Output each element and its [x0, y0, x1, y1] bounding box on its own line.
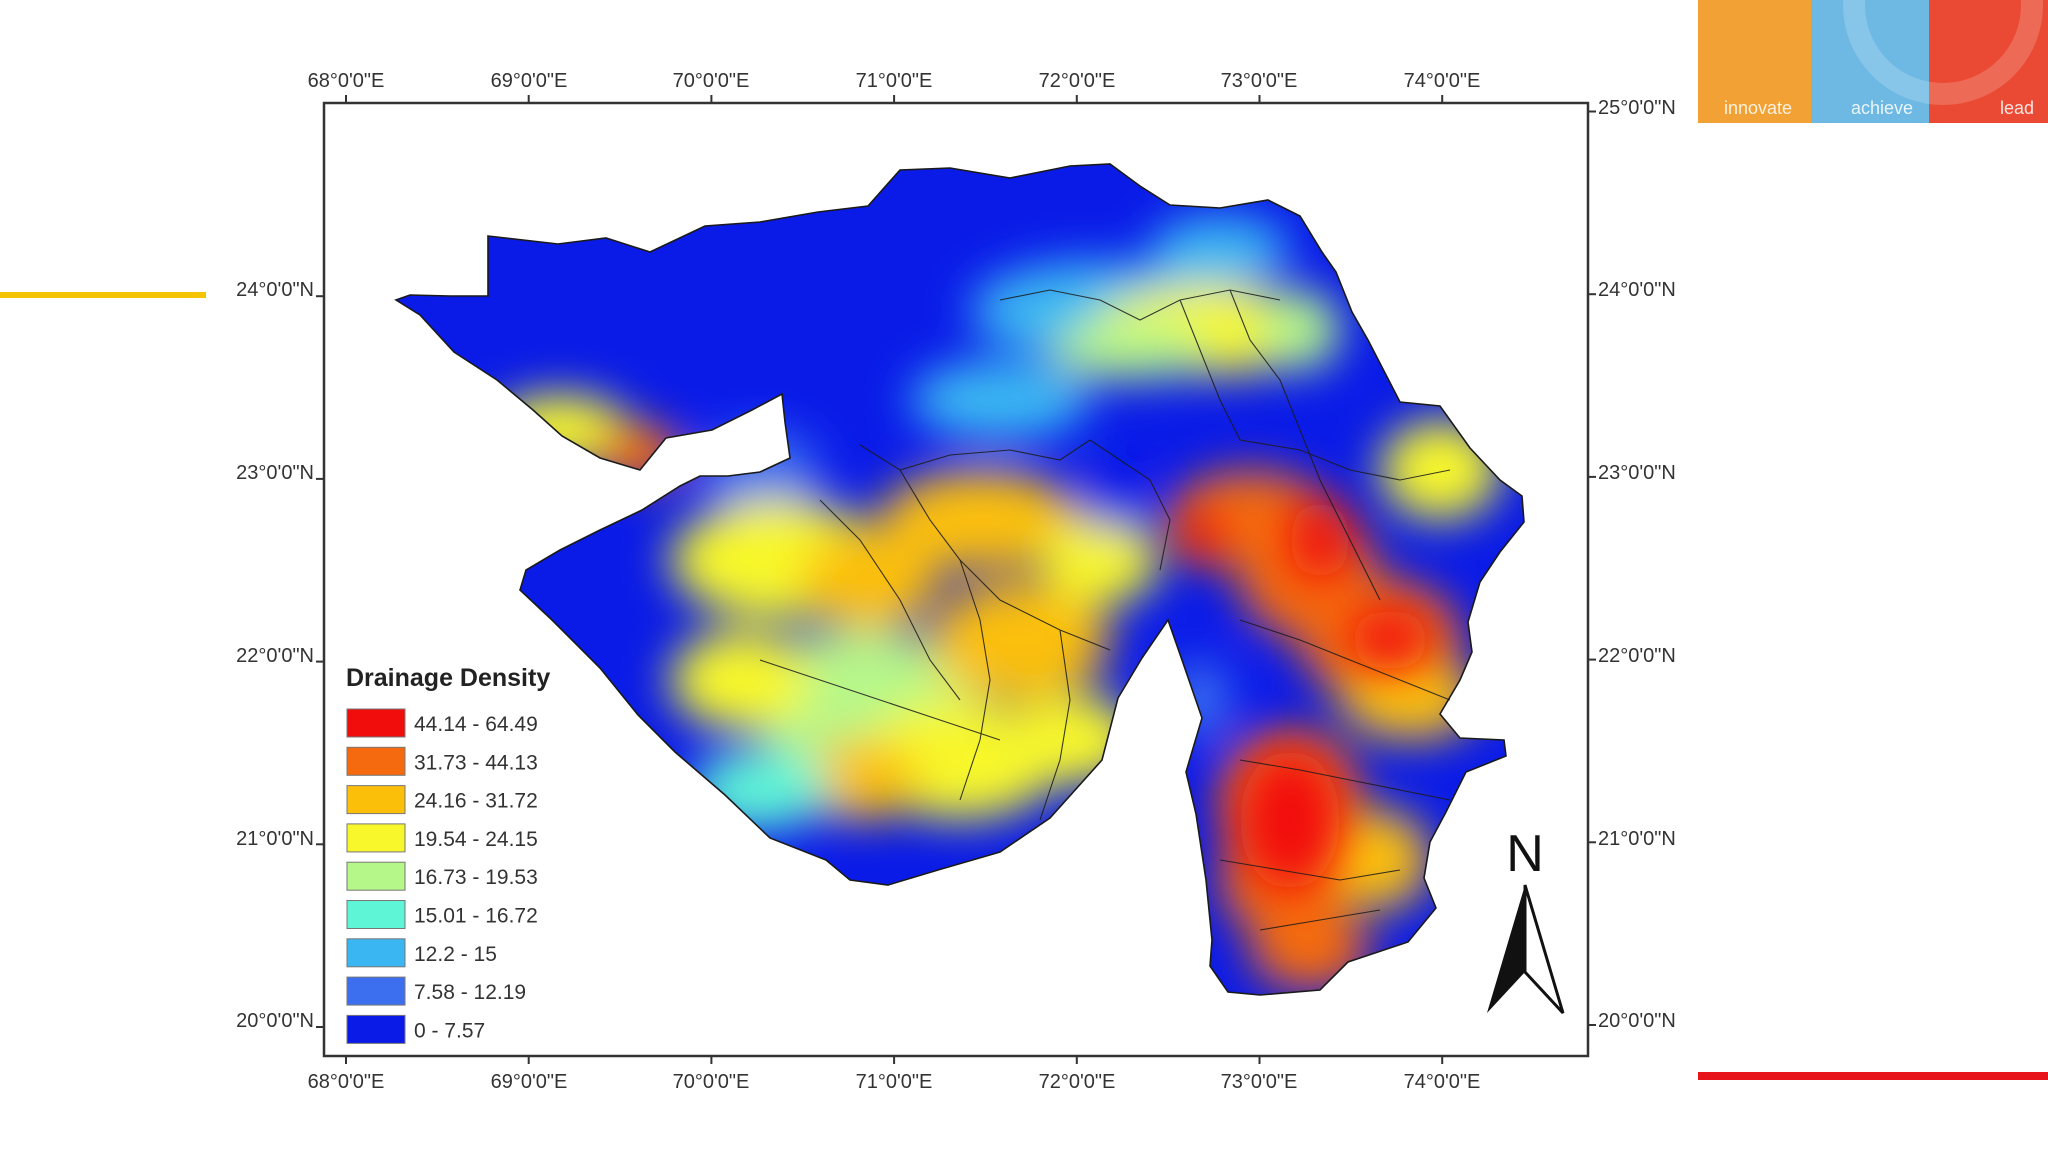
right-tick-label: 20°0'0"N [1598, 1010, 1676, 1032]
bottom-axis-ticks: 68°0'0"E 69°0'0"E 70°0'0"E 71°0'0"E 72°0… [308, 1071, 1481, 1093]
bottom-tick-label: 68°0'0"E [308, 1071, 385, 1093]
map-frame [322, 101, 1590, 1058]
left-tick-label: 24°0'0"N [236, 279, 314, 301]
right-axis-ticks: 25°0'0"N 24°0'0"N 23°0'0"N 22°0'0"N 21°0… [1598, 97, 1676, 1032]
legend-swatch [346, 938, 406, 968]
north-arrow-right-half [1523, 884, 1565, 1015]
legend-title: Drainage Density [346, 664, 550, 692]
bottom-tick-label: 70°0'0"E [673, 1071, 750, 1093]
left-tick-label: 22°0'0"N [236, 645, 314, 667]
left-tick-label: 21°0'0"N [236, 828, 314, 850]
bottom-tick-label: 71°0'0"E [856, 1071, 933, 1093]
right-tick-label: 23°0'0"N [1598, 462, 1676, 484]
legend-label: 15.01 - 16.72 [414, 905, 538, 928]
legend-label: 7.58 - 12.19 [414, 981, 526, 1004]
legend-swatch [346, 823, 406, 853]
brand-word-achieve: achieve [1851, 98, 1914, 118]
legend-swatch [346, 976, 406, 1006]
legend-items: 44.14 - 64.49 31.73 - 44.13 24.16 - 31.72 1… [346, 708, 538, 1044]
brand-word-lead: lead [1999, 98, 2034, 118]
top-tick-label: 74°0'0"E [1404, 70, 1481, 92]
bottom-tick-label: 74°0'0"E [1404, 1071, 1481, 1093]
right-tick-label: 21°0'0"N [1598, 828, 1676, 850]
bottom-tick-label: 69°0'0"E [491, 1071, 568, 1093]
left-tick-label: 20°0'0"N [236, 1010, 314, 1032]
north-arrow: N [1487, 825, 1565, 1015]
right-tick-label: 22°0'0"N [1598, 645, 1676, 667]
brand-tile-innovate: innovate [1698, 0, 1811, 123]
left-axis-ticks: 24°0'0"N 23°0'0"N 22°0'0"N 21°0'0"N 20°0… [236, 279, 314, 1032]
state-outline [394, 163, 1525, 996]
district-boundaries [759, 289, 1451, 931]
legend-swatch [346, 708, 406, 738]
brand-banner: innovate achieve lead [1698, 0, 2048, 123]
left-tick-label: 23°0'0"N [236, 462, 314, 484]
bottom-tick-label: 72°0'0"E [1039, 1071, 1116, 1093]
legend-swatch [346, 1014, 406, 1044]
yellow-accent-line [0, 292, 206, 298]
top-tick-label: 73°0'0"E [1221, 70, 1298, 92]
legend-label: 44.14 - 64.49 [414, 713, 538, 736]
top-tick-label: 68°0'0"E [308, 70, 385, 92]
legend-label: 19.54 - 24.15 [414, 828, 538, 851]
red-accent-line [1698, 1072, 2048, 1080]
legend-swatch [346, 861, 406, 891]
legend-swatch [346, 746, 406, 776]
bottom-tick-label: 73°0'0"E [1221, 1071, 1298, 1093]
brand-word-innovate: innovate [1724, 98, 1793, 118]
top-tick-label: 69°0'0"E [491, 70, 568, 92]
legend-label: 24.16 - 31.72 [414, 790, 538, 813]
legend: Drainage Density 44.14 - 64.49 31.73 - 44… [346, 664, 550, 1044]
right-tick-label: 25°0'0"N [1598, 97, 1676, 119]
north-arrow-label: N [1506, 825, 1544, 883]
north-arrow-left-half [1487, 885, 1525, 1013]
legend-label: 12.2 - 15 [414, 943, 497, 966]
tick-marks [316, 95, 1596, 1064]
top-tick-label: 71°0'0"E [856, 70, 933, 92]
legend-label: 16.73 - 19.53 [414, 866, 538, 889]
legend-label: 31.73 - 44.13 [414, 751, 538, 774]
right-tick-label: 24°0'0"N [1598, 279, 1676, 301]
top-tick-label: 70°0'0"E [673, 70, 750, 92]
top-tick-label: 72°0'0"E [1039, 70, 1116, 92]
legend-swatch [346, 785, 406, 815]
legend-swatch [346, 900, 406, 929]
legend-label: 0 - 7.57 [414, 1019, 485, 1042]
top-axis-ticks: 68°0'0"E 69°0'0"E 70°0'0"E 71°0'0"E 72°0… [308, 70, 1481, 92]
